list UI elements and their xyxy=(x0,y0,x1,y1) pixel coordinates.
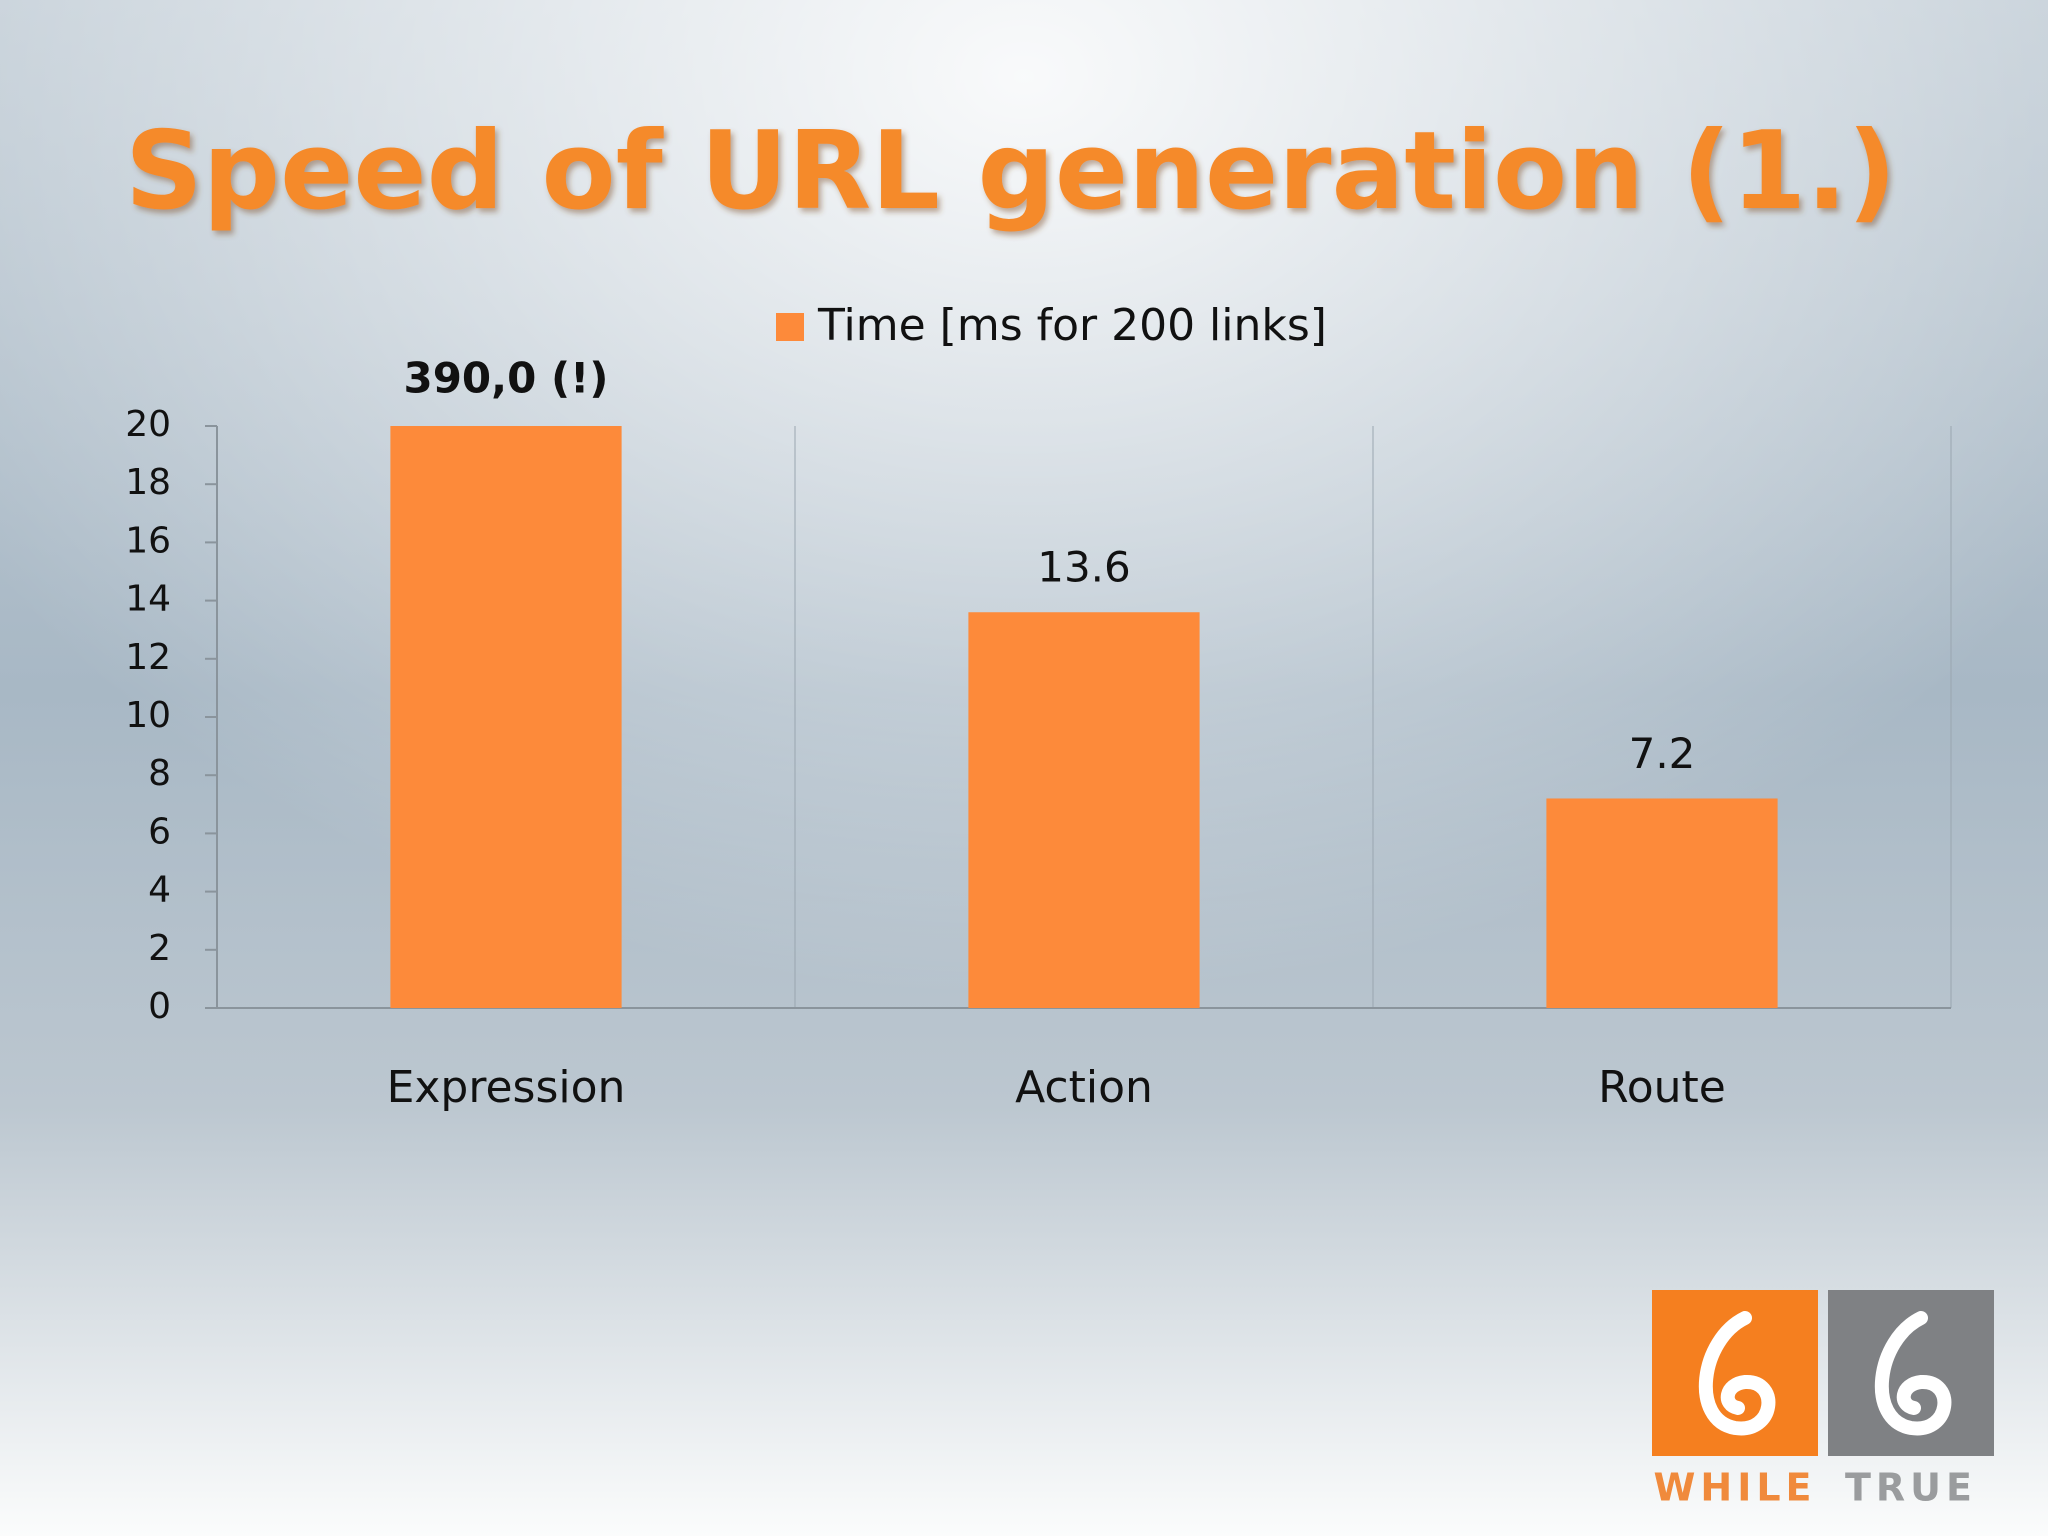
chart-title: Speed of URL generation (1.) xyxy=(125,109,1897,234)
logo: WHILE TRUE xyxy=(1652,1290,1994,1510)
bar xyxy=(968,612,1200,1008)
logo-text-right: TRUE xyxy=(1845,1466,1977,1510)
logo-mark-left xyxy=(1698,1311,1776,1436)
value-label: 13.6 xyxy=(1037,543,1131,592)
y-tick-label: 20 xyxy=(125,404,171,445)
y-tick-label: 10 xyxy=(125,695,171,736)
y-tick-label: 12 xyxy=(125,637,171,678)
y-tick-label: 18 xyxy=(125,462,171,503)
legend-label: Time [ms for 200 links] xyxy=(817,300,1327,351)
y-tick-label: 2 xyxy=(148,928,171,969)
bar xyxy=(390,426,622,1008)
y-tick-label: 4 xyxy=(148,870,171,911)
legend-swatch xyxy=(776,313,804,341)
value-label: 7.2 xyxy=(1629,729,1696,778)
x-tick-label: Action xyxy=(1015,1062,1153,1113)
logo-mark-right xyxy=(1874,1311,1952,1436)
y-tick-label: 16 xyxy=(125,520,171,561)
y-tick-label: 8 xyxy=(148,753,171,794)
x-tick-label: Route xyxy=(1598,1062,1726,1113)
x-tick-label: Expression xyxy=(387,1062,626,1113)
plot: 0 2 4 6 8 10 12 14 16 18 20 Time [ms for 200 links]… xyxy=(125,300,1952,1113)
y-tick-label: 0 xyxy=(148,986,171,1027)
logo-text-left: WHILE xyxy=(1653,1466,1816,1510)
y-tick-label: 6 xyxy=(148,811,171,852)
annotation: 390,0 (!) xyxy=(403,354,608,403)
y-tick-label: 14 xyxy=(125,579,171,620)
bar xyxy=(1546,798,1778,1008)
